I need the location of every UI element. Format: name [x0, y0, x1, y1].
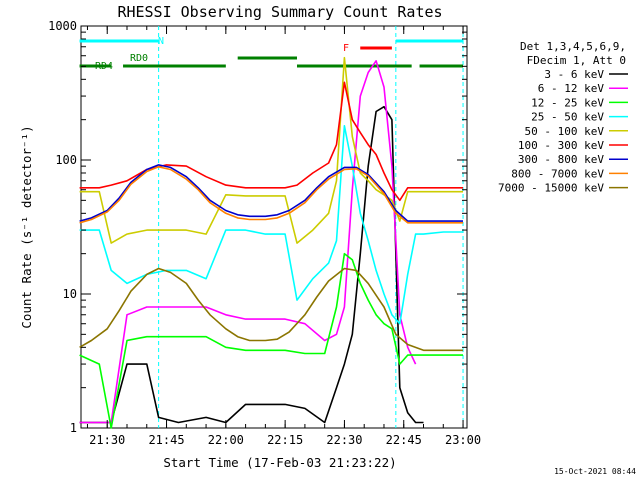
legend-label-3: 25 - 50 keV: [531, 111, 604, 124]
legend-label-2: 12 - 25 keV: [531, 96, 604, 109]
legend-label-6: 300 - 800 keV: [518, 153, 604, 166]
y-tick-label-1: 10: [63, 287, 77, 301]
legend-label-7: 800 - 7000 keV: [511, 167, 604, 180]
flag-label-n: N: [158, 36, 164, 47]
legend-label-0: 3 - 6 keV: [544, 68, 604, 81]
y-tick-label-2: 100: [55, 153, 77, 167]
series-lines: [79, 56, 463, 429]
y-axis-ticks: 1 10 100 1000: [48, 19, 467, 435]
x-axis-label: Start Time (17-Feb-03 21:23:22): [163, 455, 396, 470]
vertical-markers: [158, 26, 464, 428]
legend-label-1: 6 - 12 keV: [538, 82, 605, 95]
legend-label-4: 50 - 100 keV: [525, 125, 605, 138]
flag-annotations: N F RD0 RD4: [79, 36, 464, 72]
y-axis-label: Count Rate (s⁻¹ detector⁻¹): [19, 125, 34, 328]
series-line-7: [79, 166, 463, 224]
legend-header-line-2: FDecim 1, Att 0: [527, 54, 626, 67]
x-tick-label-2: 22:00: [208, 433, 244, 447]
generation-timestamp: 15-Oct-2021 08:44: [554, 467, 636, 476]
x-tick-label-6: 23:00: [445, 433, 481, 447]
y-tick-label-3: 1000: [48, 19, 77, 33]
legend: Det 1,3,4,5,6,9, FDecim 1, Att 0 3 - 6 k…: [498, 40, 628, 195]
flag-label-rd4: RD4: [95, 61, 113, 72]
series-line-6: [79, 164, 463, 222]
chart-title: RHESSI Observing Summary Count Rates: [117, 3, 442, 21]
series-line-1: [79, 59, 417, 424]
flag-label-f: F: [343, 43, 349, 54]
series-line-3: [79, 125, 463, 325]
legend-header-line-1: Det 1,3,4,5,6,9,: [520, 40, 626, 53]
x-tick-label-1: 21:45: [148, 433, 184, 447]
x-tick-label-4: 22:30: [326, 433, 362, 447]
x-tick-label-5: 22:45: [386, 433, 422, 447]
legend-label-8: 7000 - 15000 keV: [498, 182, 604, 195]
x-tick-label-0: 21:30: [89, 433, 125, 447]
legend-label-5: 100 - 300 keV: [518, 139, 604, 152]
series-line-5: [79, 81, 463, 202]
x-tick-label-3: 22:15: [267, 433, 303, 447]
flag-label-rd0: RD0: [130, 53, 148, 64]
series-line-0: [79, 105, 424, 424]
series-line-2: [79, 252, 463, 429]
y-tick-label-0: 1: [70, 421, 77, 435]
plot-frame: [80, 25, 468, 429]
x-axis-ticks: 21:30 21:45 22:00 22:15 22:30 22:45 23:00: [86, 26, 481, 447]
series-line-8: [79, 267, 463, 352]
